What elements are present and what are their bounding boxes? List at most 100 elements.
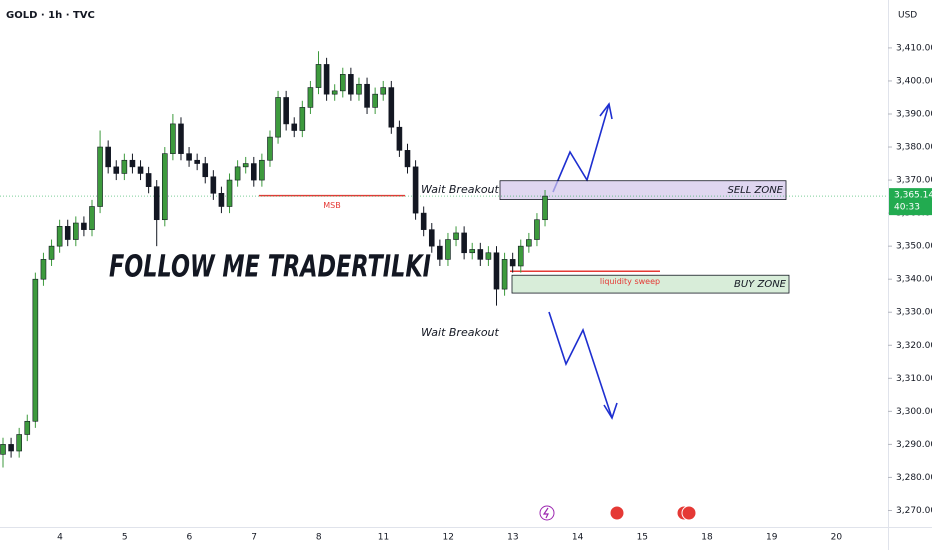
candle-body <box>259 159 265 181</box>
candle-body <box>501 259 508 290</box>
y-tick-label: 3,300.000 <box>896 407 932 417</box>
candle-body <box>477 249 484 260</box>
y-tick-label: 3,340.000 <box>896 275 932 285</box>
y-tick-label: 3,290.000 <box>896 440 932 450</box>
last-price-badge <box>889 188 932 216</box>
x-tick-label: 19 <box>766 533 778 543</box>
event-icon[interactable] <box>539 505 555 521</box>
zone-label: BUY ZONE <box>734 279 787 290</box>
y-tick-label: 3,380.000 <box>896 143 932 153</box>
y-tick-label: 3,270.000 <box>896 506 932 516</box>
candle-body <box>307 87 314 108</box>
x-tick-label: 6 <box>187 533 193 543</box>
y-tick-label: 3,280.000 <box>896 473 932 483</box>
candle-body <box>428 229 435 247</box>
y-tick-label: 3,390.000 <box>896 109 932 119</box>
wait-breakout-label: Wait Breakout <box>421 183 500 196</box>
headline: FOLLOW ME TRADERTILKI <box>109 250 431 285</box>
candle-body <box>364 83 370 108</box>
candle-body <box>8 444 14 452</box>
x-tick-label: 7 <box>251 533 257 543</box>
candle-body <box>404 150 411 168</box>
currency: USD <box>898 11 917 21</box>
candle-body <box>210 176 217 194</box>
candle-body <box>469 249 476 254</box>
candle-body <box>194 159 200 164</box>
y-tick-label: 3,370.000 <box>896 176 932 186</box>
x-tick-label: 15 <box>637 533 648 543</box>
candle-body <box>186 153 192 161</box>
candle-body <box>396 126 403 151</box>
candle-body <box>461 232 467 254</box>
candle-body <box>356 83 362 95</box>
event-icon-glyph <box>542 507 549 519</box>
zone-label: SELL ZONE <box>727 185 783 196</box>
symbol-title: GOLD · 1h · TVC <box>6 10 95 21</box>
candle-body <box>129 159 136 168</box>
x-tick-label: 13 <box>507 533 518 543</box>
x-tick-label: 18 <box>701 533 713 543</box>
candle-body <box>153 186 160 221</box>
candle-body <box>73 222 79 240</box>
candle-body <box>178 123 184 154</box>
candle-body <box>81 222 87 230</box>
candle-body <box>339 74 346 92</box>
candle-body <box>542 195 548 221</box>
candle-body <box>291 123 298 131</box>
zone <box>499 180 787 200</box>
candle-body <box>380 87 387 95</box>
candle-body <box>89 206 95 230</box>
candle-body <box>437 245 443 260</box>
candle-body <box>64 226 71 240</box>
y-tick-label: 3,350.000 <box>896 242 932 252</box>
bearish-arrowhead <box>603 402 618 420</box>
candle-body <box>348 74 354 95</box>
x-tick-label: 5 <box>122 533 128 543</box>
candle-body <box>113 166 120 174</box>
candle-body <box>420 212 427 230</box>
candle-body <box>267 136 273 161</box>
candle-body <box>162 153 168 221</box>
candle-body <box>283 97 289 125</box>
x-tick-label: 20 <box>831 533 843 543</box>
candle-body <box>388 87 395 128</box>
candle-body <box>331 90 338 95</box>
candle-body <box>105 146 111 168</box>
countdown-label: 40:33 <box>894 203 920 213</box>
candle-body <box>218 192 225 207</box>
candle-body <box>121 159 128 174</box>
x-tick-label: 12 <box>442 533 453 543</box>
last-price-label: 3,365.140 <box>894 191 932 201</box>
candle-body <box>250 163 257 181</box>
candle-body <box>234 166 241 181</box>
candle-body <box>0 444 6 455</box>
bearish-path <box>548 311 613 419</box>
x-tick-label: 4 <box>57 533 63 543</box>
level-label: liquidity sweep <box>600 277 660 286</box>
y-tick-label: 3,310.000 <box>896 374 932 384</box>
candle-body <box>445 239 451 260</box>
candle-body <box>145 173 152 187</box>
candle-body <box>242 163 249 168</box>
y-tick-label: 3,330.000 <box>896 308 932 318</box>
event-icon[interactable] <box>681 505 697 521</box>
candle-body <box>315 64 322 88</box>
bullish-path <box>552 103 610 193</box>
event-icon[interactable] <box>609 505 625 521</box>
zone <box>511 274 790 294</box>
candle-body <box>202 163 209 178</box>
y-tick-label: 3,410.000 <box>896 43 932 53</box>
x-tick-label: 11 <box>378 533 389 543</box>
candle-body <box>56 226 63 247</box>
bullish-arrowhead <box>599 102 613 120</box>
candle-body <box>412 166 419 214</box>
candle-body <box>40 259 47 280</box>
level-label: MSB <box>323 201 340 210</box>
candle-body <box>517 245 524 267</box>
candle-body <box>526 239 532 247</box>
x-tick-label: 14 <box>572 533 584 543</box>
candle-body <box>509 259 516 267</box>
candle-body <box>16 434 22 452</box>
candle-body <box>323 64 330 95</box>
